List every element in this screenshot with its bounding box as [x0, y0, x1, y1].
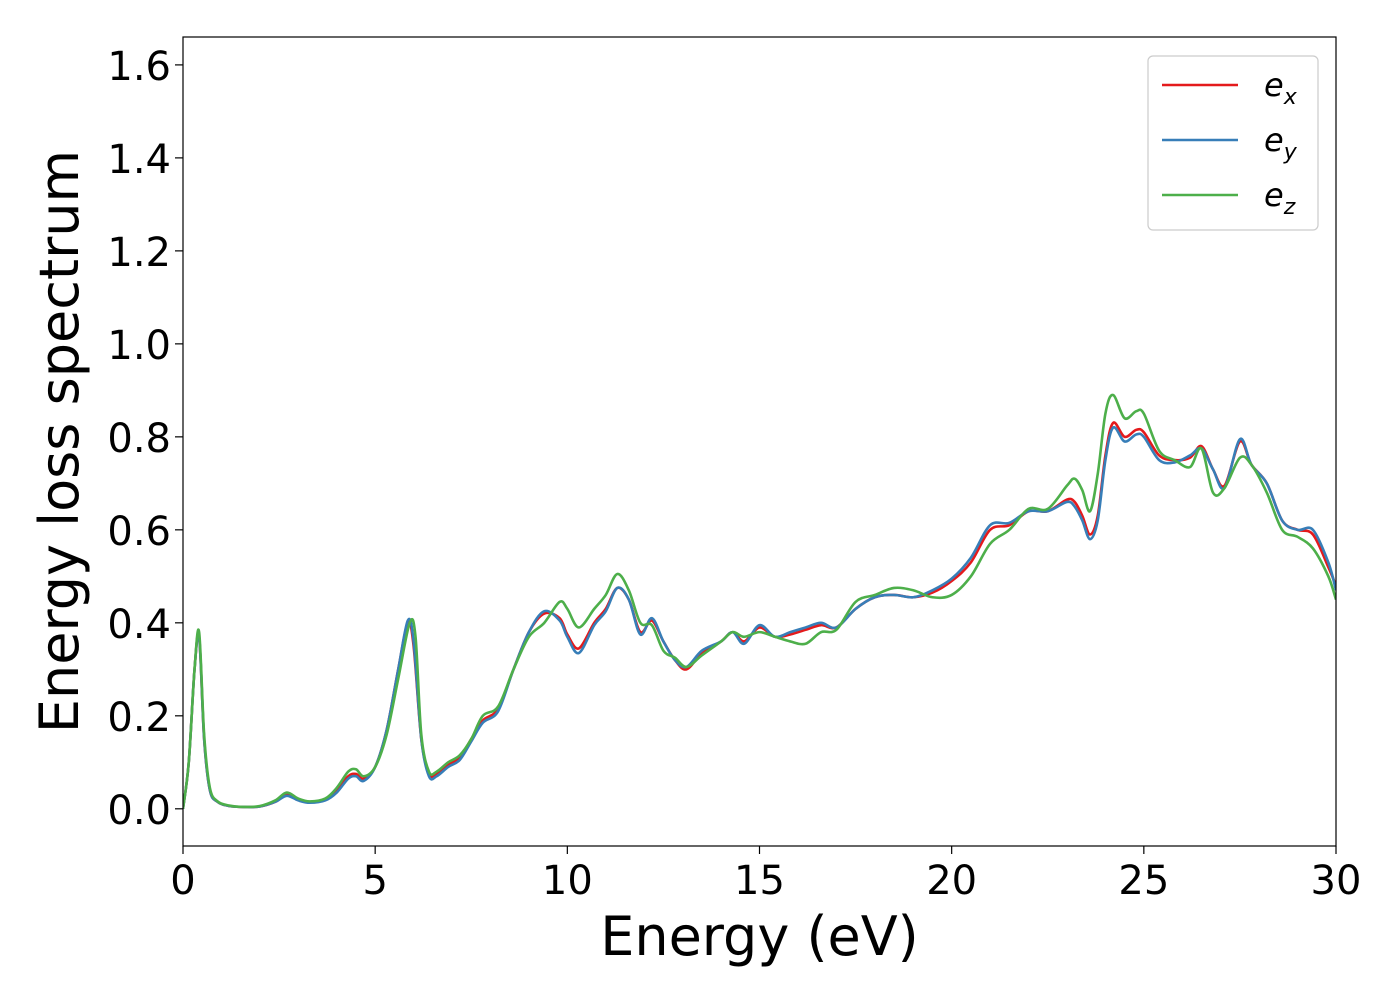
legend-label-y: ey: [1264, 121, 1298, 165]
y-tick-label: 0.6: [107, 509, 171, 555]
y-tick-label: 0.4: [107, 602, 171, 648]
y-tick-label: 0.8: [107, 416, 171, 462]
series-line-y: [183, 425, 1336, 809]
x-tick-label: 10: [542, 858, 593, 904]
series-layer: [183, 393, 1336, 809]
y-tick-label: 1.2: [107, 230, 171, 276]
x-tick-label: 0: [170, 858, 195, 904]
x-tick-label: 5: [362, 858, 387, 904]
legend-label-z: ez: [1264, 176, 1296, 220]
legend-label-x: ex: [1264, 66, 1298, 110]
y-axis-label: Energy loss spectrum: [28, 150, 91, 733]
x-axis-ticks: 0 5 10 15 20 25 30: [170, 846, 1361, 904]
y-tick-label: 1.4: [107, 137, 171, 183]
x-tick-label: 15: [734, 858, 785, 904]
y-tick-label: 1.0: [107, 323, 171, 369]
x-tick-label: 30: [1311, 858, 1362, 904]
x-tick-label: 20: [926, 858, 977, 904]
series-line-z: [183, 393, 1336, 809]
y-tick-label: 0.2: [107, 695, 171, 741]
y-tick-label: 0.0: [107, 788, 171, 834]
legend: ex ey ez: [1147, 55, 1319, 231]
x-tick-label: 25: [1118, 858, 1169, 904]
x-axis-label: Energy (eV): [600, 905, 919, 968]
legend-box: [1147, 55, 1319, 231]
y-axis-ticks: 0.0 0.2 0.4 0.6 0.8 1.0 1.2 1.4 1.6: [107, 44, 183, 834]
y-tick-label: 1.6: [107, 44, 171, 90]
